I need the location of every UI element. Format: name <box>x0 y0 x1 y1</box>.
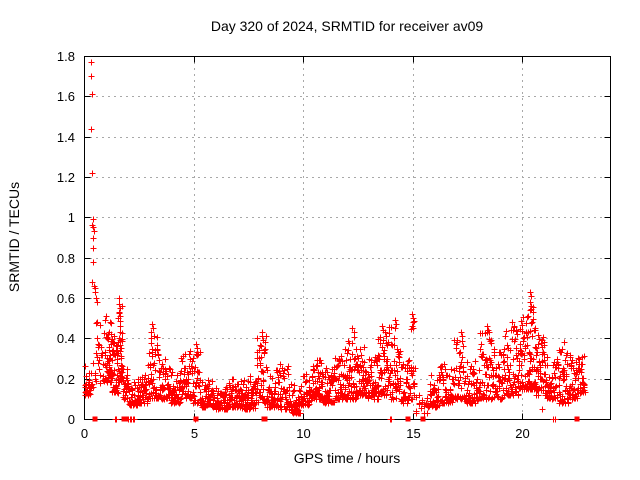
plot-border <box>84 56 611 420</box>
y-tick-label: 0.8 <box>57 251 75 266</box>
tick-labels: 0 5 10 15 20 0 0.2 0.4 0.6 0.8 1 1.2 1.4 1.6 1.8 <box>57 49 530 441</box>
zero-square-marker <box>420 416 426 422</box>
axis-ticks <box>84 56 611 420</box>
y-tick-label: 0.6 <box>57 291 75 306</box>
y-axis-label: SRMTID / TECUs <box>6 182 22 292</box>
y-tick-label: 1 <box>68 210 75 225</box>
zero-square-marker <box>123 416 129 422</box>
y-tick-label: 0.4 <box>57 331 75 346</box>
x-tick-label: 5 <box>191 426 198 441</box>
x-tick-label: 15 <box>406 426 420 441</box>
zero-square-marker <box>574 416 580 422</box>
zero-square-marker <box>405 416 411 422</box>
y-tick-label: 1.8 <box>57 49 75 64</box>
data-points <box>82 59 589 423</box>
zero-square-marker <box>193 416 199 422</box>
x-tick-label: 0 <box>81 426 88 441</box>
y-tick-label: 1.4 <box>57 130 75 145</box>
y-tick-label: 0 <box>68 412 75 427</box>
zero-square-marker <box>92 416 98 422</box>
y-tick-label: 0.2 <box>57 372 75 387</box>
scatter-markers <box>82 59 589 423</box>
zero-square-marker <box>262 416 268 422</box>
y-tick-label: 1.6 <box>57 89 75 104</box>
chart-title: Day 320 of 2024, SRMTID for receiver av0… <box>211 18 484 34</box>
x-tick-label: 10 <box>296 426 310 441</box>
x-tick-label: 20 <box>515 426 529 441</box>
x-axis-label: GPS time / hours <box>294 450 401 466</box>
y-tick-label: 1.2 <box>57 170 75 185</box>
